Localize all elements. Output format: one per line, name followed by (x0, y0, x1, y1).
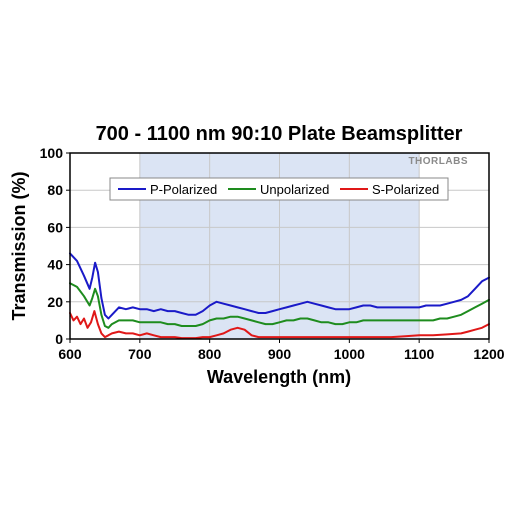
x-axis-ticks: 600 700 800 900 1000 1100 1200 (58, 339, 505, 362)
series-line-s-polarized (69, 310, 490, 340)
y-tick-label: 100 (40, 145, 64, 161)
x-tick-label: 1000 (334, 346, 365, 362)
y-tick-label: 40 (47, 257, 63, 273)
x-tick-label: 1100 (404, 346, 435, 362)
series-lines (69, 252, 490, 340)
x-axis-label: Wavelength (nm) (207, 367, 351, 387)
legend-label-unpolarized: Unpolarized (260, 182, 329, 197)
y-axis-ticks: 0 20 40 60 80 100 (40, 145, 70, 347)
y-axis-label: Transmission (%) (9, 171, 29, 320)
legend-label-p-polarized: P-Polarized (150, 182, 217, 197)
x-tick-label: 700 (128, 346, 152, 362)
chart-title: 700 - 1100 nm 90:10 Plate Beamsplitter (96, 123, 463, 145)
legend-box (109, 177, 449, 201)
x-tick-label: 600 (58, 346, 82, 362)
series-line-p-polarized (69, 252, 490, 320)
x-tick-label: 1200 (473, 346, 504, 362)
legend: P-Polarized Unpolarized S-Polarized (109, 177, 449, 201)
y-tick-label: 0 (55, 331, 63, 347)
series-line-unpolarized (69, 282, 490, 329)
y-tick-label: 20 (47, 294, 63, 310)
y-tick-label: 80 (47, 182, 63, 198)
x-tick-label: 900 (268, 346, 292, 362)
y-tick-label: 60 (47, 219, 63, 235)
x-tick-label: 800 (198, 346, 222, 362)
watermark-logo: THORLABS (408, 156, 468, 167)
legend-label-s-polarized: S-Polarized (372, 182, 439, 197)
